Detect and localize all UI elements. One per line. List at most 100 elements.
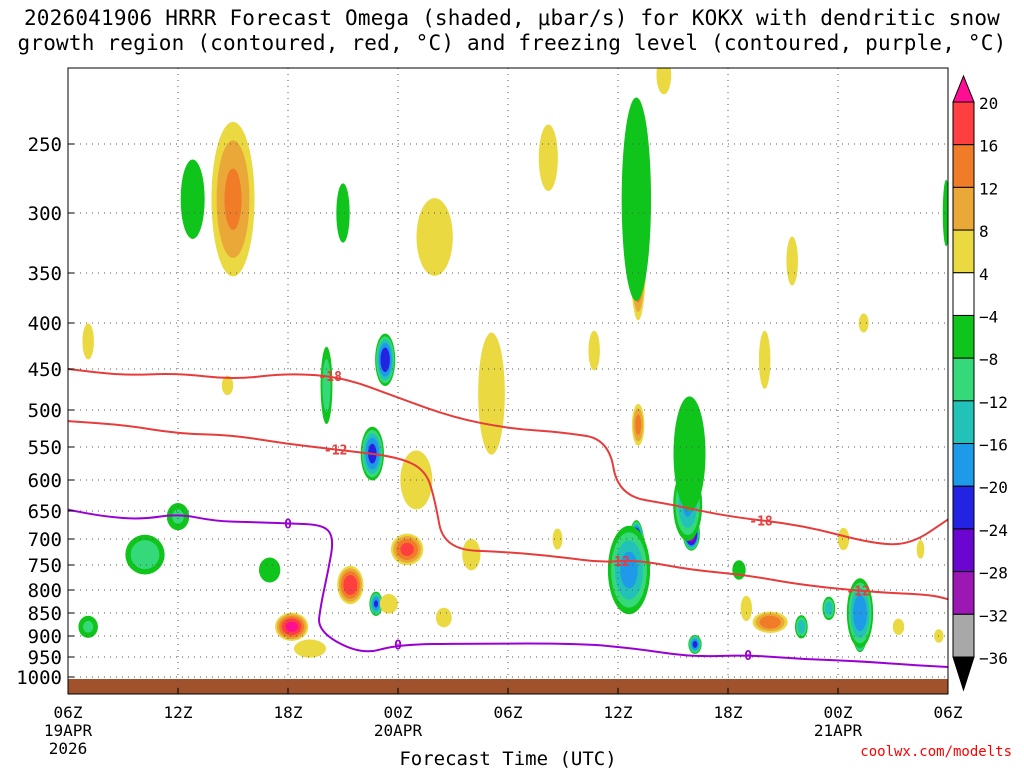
omega-level-4 [462,538,481,571]
omega-level-4 [673,396,706,511]
omega-cell-45 [837,527,850,551]
y-tick-label-350: 350 [28,263,62,285]
omega-cell-11 [320,346,333,425]
y-tick-label-550: 550 [28,437,62,459]
y-tick-label-450: 450 [28,359,62,381]
colorbar-box-1 [952,144,975,188]
omega-level-16 [343,574,358,596]
temperature-contours: -18 -18 -12 -12 -12 0 0 0 [68,368,948,668]
contour-label--12-1: -12 [606,555,629,570]
y-axis: 2503003504004505005506006507007508008509… [16,134,74,689]
colorbar-box-3 [952,229,975,274]
x-tick-label-42: 00Z [824,703,853,722]
omega-level-4 [758,330,771,389]
omega-level-4 [552,528,563,550]
colorbar-label-5: −4 [979,307,998,326]
omega-level-4 [416,198,453,276]
omega-cell-14 [375,333,396,386]
contour-label--18-0: -18 [318,370,342,385]
omega-cell-16 [337,565,364,605]
omega-cell-38 [740,595,753,622]
x-tick-label-30: 12Z [604,703,633,722]
omega-level-4 [435,607,452,628]
contour-line--18 [68,368,948,546]
colorbar-box-2 [952,186,975,231]
credit-text: coolwx.com/modelts [860,744,1012,760]
omega-level-12 [635,414,642,436]
y-tick-label-950: 950 [28,647,62,669]
colorbar-box-10 [952,528,975,573]
y-tick-label-800: 800 [28,580,62,602]
omega-cell-34 [673,396,706,511]
omega-level-4 [621,97,652,301]
colorbar-label-13: −36 [979,649,1008,668]
omega-cell-27 [631,403,645,446]
chart-title: 2026041906 HRRR Forecast Omega (shaded, … [0,6,1024,56]
omega-level-8 [83,621,94,633]
colorbar-top-triangle [952,74,975,103]
omega-level-12 [797,619,806,634]
omega-cell-20 [416,198,453,276]
omega-level-4 [293,639,327,658]
omega-level-12 [224,168,242,230]
omega-cell-52 [552,528,563,550]
colorbar-label-1: 16 [979,137,998,156]
omega-level-12 [759,615,781,629]
x-tick-date-42: 21APR [814,721,863,740]
omega-cell-0 [82,323,94,360]
omega-cell-8 [275,612,309,641]
colorbar-label-8: −16 [979,436,1008,455]
omega-cell-1 [78,615,98,638]
omega-cell-23 [462,538,481,571]
y-tick-label-650: 650 [28,501,62,523]
omega-cell-29 [656,68,672,95]
omega-cell-42 [822,596,836,621]
omega-cell-47 [916,540,925,559]
y-tick-label-700: 700 [28,529,62,551]
omega-cell-21 [435,607,452,628]
omega-cell-7 [221,375,234,396]
omega-cell-37 [752,611,788,633]
y-tick-label-1000: 1000 [16,667,62,689]
colorbar-label-4: 4 [979,265,989,284]
omega-cell-12 [336,183,350,243]
omega-level-16 [400,542,414,556]
omega-level-20 [380,347,390,373]
x-tick-label-24: 06Z [494,703,523,722]
omega-level-8 [172,509,184,524]
colorbar-label-11: −28 [979,564,1008,583]
colorbar-label-9: −20 [979,478,1008,497]
colorbar-label-12: −32 [979,606,1008,625]
omega-level-8 [130,540,160,570]
omega-cell-49 [942,179,948,247]
omega-level-4 [538,124,558,192]
x-tick-label-12: 18Z [274,703,303,722]
omega-level-8 [322,359,331,412]
colorbar-label-7: −12 [979,393,1008,412]
omega-cell-41 [786,236,798,286]
x-tick-date-0: 19APR [44,721,93,740]
contour-label--18-1: -18 [749,514,773,529]
x-tick-label-0: 06Z [54,703,83,722]
omega-cell-10 [258,557,281,583]
y-tick-label-300: 300 [28,203,62,225]
colorbar-box-12 [952,613,975,658]
omega-cell-39 [794,615,808,639]
omega-level-4 [258,557,281,583]
omega-level-4 [336,183,350,243]
colorbar-box-9 [952,485,975,530]
omega-cell-5 [211,121,255,277]
omega-level-4 [379,594,398,614]
omega-level-4 [837,527,850,551]
colorbar-box-4 [952,272,975,316]
omega-level-20 [374,600,378,608]
title-line-1: 2026041906 HRRR Forecast Omega (shaded, … [23,6,1001,30]
contour-line--12 [68,420,948,601]
omega-cell-15 [369,591,383,616]
omega-cell-4 [180,159,205,239]
omega-level-4 [740,595,753,622]
contour-line-0 [68,508,948,668]
omega-level-4 [916,540,925,559]
omega-level-20 [285,621,298,632]
